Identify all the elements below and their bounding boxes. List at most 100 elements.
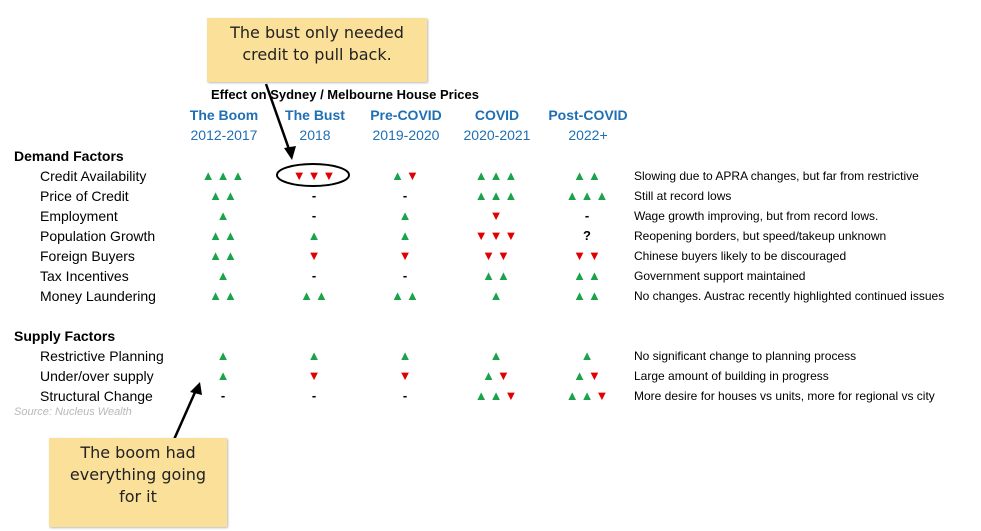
cell: ▼▼ xyxy=(452,248,542,264)
cell-symbol: - xyxy=(584,208,592,223)
cell: - xyxy=(361,188,451,204)
column-name: Pre-COVID xyxy=(370,107,442,123)
cell-symbol: ▼ xyxy=(497,248,512,263)
cell: ▲ xyxy=(361,348,451,364)
cell-symbol: ▲ xyxy=(398,208,414,223)
cell: ▲▲▲ xyxy=(452,188,542,204)
row-label: Employment xyxy=(40,208,118,224)
cell-symbol: ▲ xyxy=(504,188,520,203)
column-period: 2019-2020 xyxy=(372,127,440,143)
cell-symbol: - xyxy=(311,208,319,223)
section-title: Supply Factors xyxy=(14,328,116,344)
row-label: Population Growth xyxy=(40,228,156,244)
cell-symbol: ▲ xyxy=(398,348,414,363)
cell-symbol: ▲ xyxy=(580,188,596,203)
cell: - xyxy=(270,388,360,404)
cell: ▲▲ xyxy=(543,168,633,184)
cell-symbol: ▲ xyxy=(231,168,247,183)
cell-symbol: ▲ xyxy=(482,368,497,383)
cell-symbol: ▼ xyxy=(474,228,490,243)
cell-symbol: ▲ xyxy=(588,288,603,303)
cell: ▼ xyxy=(361,368,451,384)
cell-symbol: ▲ xyxy=(580,348,596,363)
callout-line: The bust only needed xyxy=(230,23,404,42)
cell-symbol: ▼ xyxy=(497,368,512,383)
row-label: Under/over supply xyxy=(40,368,154,384)
row-label: Money Laundering xyxy=(40,288,156,304)
cell: ? xyxy=(543,228,633,244)
cell: ▲▲ xyxy=(361,288,451,304)
column-period: 2018 xyxy=(299,127,331,143)
row-label: Credit Availability xyxy=(40,168,147,184)
cell-symbol: ▼ xyxy=(307,368,323,383)
cell: - xyxy=(361,388,451,404)
cell-symbol: ▲ xyxy=(474,188,490,203)
cell: ▲ xyxy=(452,288,542,304)
cell: ▲▲ xyxy=(543,268,633,284)
cell-symbol: ▲ xyxy=(307,348,323,363)
cell-symbol: ▲ xyxy=(489,348,505,363)
cell-symbol: ▼ xyxy=(322,168,338,183)
cell-symbol: ▼ xyxy=(307,248,323,263)
cell-symbol: - xyxy=(311,268,319,283)
cell: ▲ xyxy=(452,348,542,364)
cell-symbol: ▼ xyxy=(398,248,414,263)
cell-symbol: ▲ xyxy=(588,168,603,183)
cell: - xyxy=(543,208,633,224)
cell-symbol: ▲ xyxy=(489,388,505,403)
column-name: The Bust xyxy=(285,107,345,123)
row-comment: Reopening borders, but speed/takeup unkn… xyxy=(634,229,887,243)
cell-symbol: ▲ xyxy=(489,188,505,203)
cell-symbol: ▲ xyxy=(216,208,232,223)
cell: - xyxy=(270,208,360,224)
cell-symbol: ▲ xyxy=(315,288,330,303)
row-comment: Slowing due to APRA changes, but far fro… xyxy=(634,169,919,183)
cell: ▲ xyxy=(270,228,360,244)
row-comment: Large amount of building in progress xyxy=(634,369,829,383)
cell-symbol: ▲ xyxy=(224,248,239,263)
cell: ▲▲▼ xyxy=(543,388,633,404)
cell: ▲▼ xyxy=(361,168,451,184)
column-period: 2012-2017 xyxy=(190,127,258,143)
cell-symbol: ▲ xyxy=(406,288,421,303)
column-period: 2020-2021 xyxy=(463,127,531,143)
cell-symbol: ▲ xyxy=(474,168,490,183)
cell: ▲▲ xyxy=(179,248,269,264)
cell-symbol: ▼ xyxy=(489,228,505,243)
cell: ▼▼ xyxy=(543,248,633,264)
cell-symbol: ▼ xyxy=(504,388,520,403)
section-title: Demand Factors xyxy=(14,148,124,164)
highlight-circle xyxy=(276,163,350,187)
cell-symbol: ▲ xyxy=(209,228,224,243)
cell-symbol: ▲ xyxy=(216,168,232,183)
cell: ▼ xyxy=(270,248,360,264)
cell: ▲▲▲ xyxy=(452,168,542,184)
callout-line: credit to pull back. xyxy=(242,45,392,64)
cell-symbol: ▲ xyxy=(580,388,596,403)
cell-symbol: ▼ xyxy=(489,208,505,223)
cell-symbol: ▼ xyxy=(504,228,520,243)
cell-symbol: - xyxy=(402,188,410,203)
arrow xyxy=(264,83,292,153)
cell-symbol: ▼ xyxy=(398,368,414,383)
column-period: 2022+ xyxy=(568,127,608,143)
column-name: COVID xyxy=(474,107,520,123)
cell-symbol: ▲ xyxy=(224,228,239,243)
row-comment: Government support maintained xyxy=(634,269,806,283)
callout-line: everything going xyxy=(69,465,207,484)
cell: ▼ xyxy=(361,248,451,264)
cell-symbol: ▼ xyxy=(588,248,603,263)
cell: - xyxy=(270,188,360,204)
cell-symbol: ▲ xyxy=(489,168,505,183)
cell: ▲ xyxy=(179,348,269,364)
cell-symbol: ▲ xyxy=(224,188,239,203)
cell-symbol: ▲ xyxy=(209,248,224,263)
callout: The bust only needed credit to pull back. xyxy=(207,18,427,82)
table-title: Effect on Sydney / Melbourne House Price… xyxy=(210,87,479,102)
cell-symbol: ▲ xyxy=(595,188,611,203)
row-label: Restrictive Planning xyxy=(40,348,164,364)
cell-symbol: ▲ xyxy=(224,288,239,303)
row-comment: More desire for houses vs units, more fo… xyxy=(634,389,935,403)
cell-symbol: ▲ xyxy=(391,168,406,183)
